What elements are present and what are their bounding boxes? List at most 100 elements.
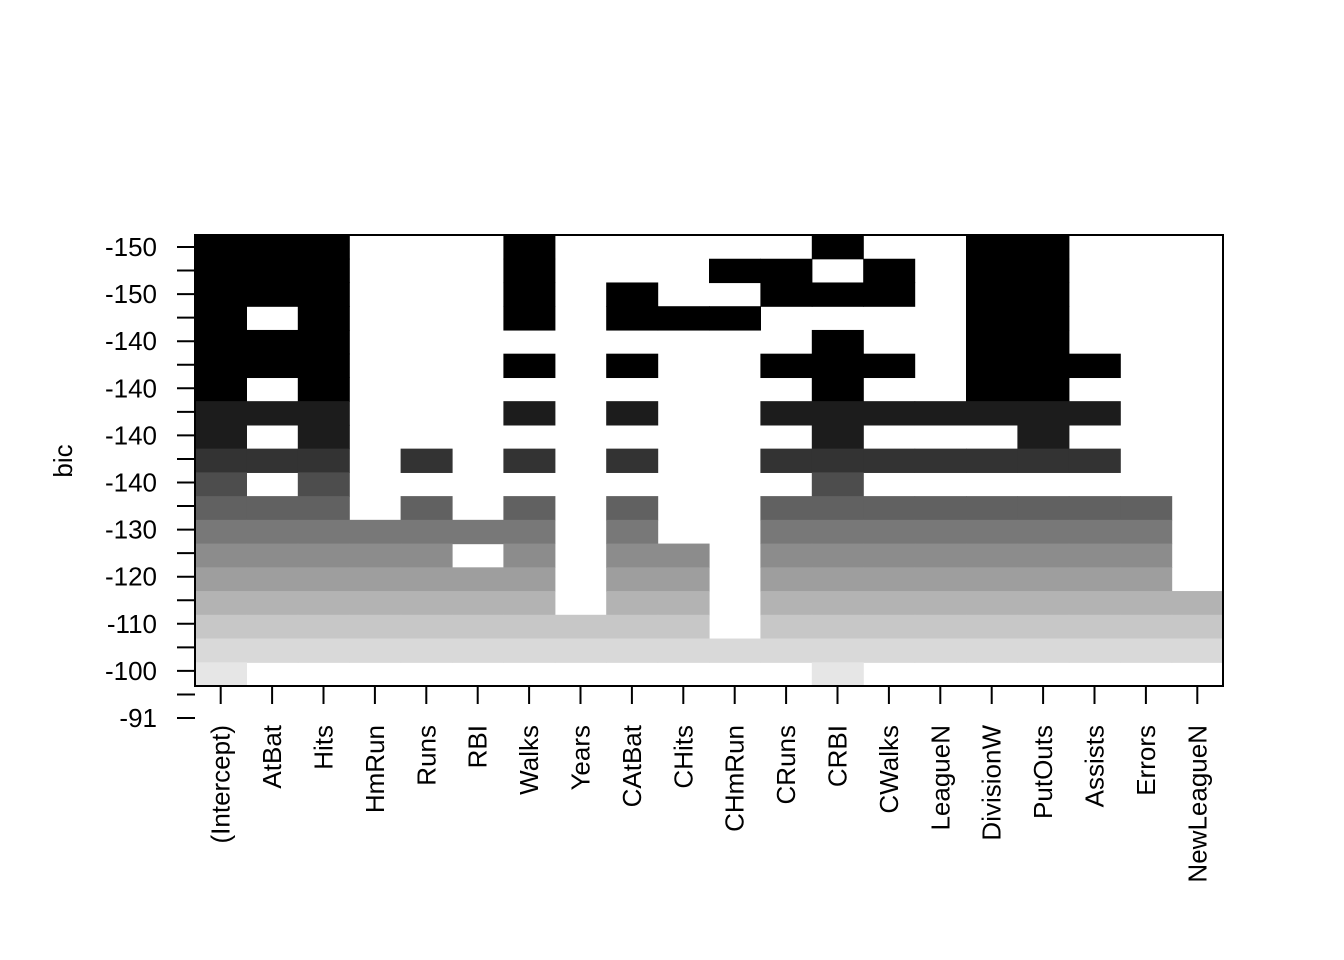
heatmap-cell	[966, 235, 1018, 260]
x-tick-label: Errors	[1131, 725, 1161, 796]
heatmap-cell	[709, 638, 761, 663]
y-tick-label: -120	[105, 562, 157, 592]
heatmap-cell	[966, 614, 1018, 640]
heatmap-cell	[811, 519, 864, 545]
heatmap-cell	[811, 424, 864, 450]
heatmap-cell	[966, 496, 1018, 521]
heatmap-cell	[349, 519, 402, 545]
x-tick-label: DivisionW	[977, 725, 1007, 841]
heatmap-cell	[863, 543, 916, 568]
heatmap-cell	[297, 496, 350, 521]
x-tick-label: Walks	[514, 725, 544, 795]
heatmap-cell	[297, 329, 350, 355]
heatmap-cell	[863, 353, 916, 379]
heatmap-cell	[606, 448, 659, 473]
heatmap-cell	[349, 591, 402, 616]
heatmap-cell	[1017, 448, 1070, 473]
heatmap-cell	[452, 567, 504, 592]
heatmap-cell	[349, 614, 402, 640]
heatmap-cell	[1017, 591, 1070, 616]
heatmap-cell	[606, 496, 659, 521]
heatmap-cell	[297, 519, 350, 545]
heatmap-cell	[452, 638, 504, 663]
heatmap-cell	[1017, 235, 1070, 260]
heatmap-cell	[863, 401, 916, 426]
heatmap-cell	[914, 638, 967, 663]
heatmap-cell	[1171, 591, 1224, 616]
heatmap-cell	[1068, 496, 1121, 521]
heatmap-cell	[195, 543, 247, 568]
heatmap-cell	[760, 567, 813, 592]
heatmap-cell	[606, 401, 659, 426]
heatmap-cell	[606, 543, 659, 568]
heatmap-cell	[709, 258, 761, 284]
heatmap-cell	[811, 282, 864, 307]
heatmap-cell	[195, 591, 247, 616]
heatmap-cell	[606, 306, 659, 331]
heatmap-cell	[811, 614, 864, 640]
y-tick-label: -140	[105, 420, 157, 450]
heatmap-cell	[349, 567, 402, 592]
heatmap-cell	[966, 401, 1018, 426]
x-axis: (Intercept) AtBat Hits HmRun Runs RBI Walks Yea…	[206, 686, 1212, 883]
heatmap-cell	[811, 401, 864, 426]
heatmap-cell	[914, 614, 967, 640]
heatmap-cell	[1068, 448, 1121, 473]
heatmap-cell	[503, 567, 556, 592]
heatmap-cell	[503, 401, 556, 426]
y-tick-label: -91	[119, 703, 157, 733]
heatmap-cell	[195, 424, 247, 450]
heatmap-cell	[966, 377, 1018, 402]
heatmap-cell	[246, 591, 299, 616]
heatmap-cell	[760, 282, 813, 307]
heatmap-cell	[246, 329, 299, 355]
y-tick-label: -130	[105, 515, 157, 545]
x-tick-label: HmRun	[360, 725, 390, 813]
heatmap-cell	[760, 614, 813, 640]
heatmap-cell	[863, 591, 916, 616]
heatmap-cell	[400, 448, 453, 473]
heatmap-cell	[760, 353, 813, 379]
heatmap-cell	[863, 614, 916, 640]
heatmap-cell	[452, 519, 504, 545]
heatmap-cell	[606, 567, 659, 592]
heatmap-cell	[195, 401, 247, 426]
x-tick-label: Years	[566, 725, 596, 791]
heatmap-cell	[966, 591, 1018, 616]
y-axis: -150 -150 -140 -140 -140 -140 -130 -120 -110 -100…	[105, 232, 195, 733]
heatmap-cell	[195, 353, 247, 379]
heatmap-cell	[1068, 614, 1121, 640]
heatmap-cell	[760, 496, 813, 521]
heatmap-cell	[1068, 543, 1121, 568]
heatmap-cell	[1120, 614, 1173, 640]
heatmap-cell	[863, 496, 916, 521]
y-tick-label: -140	[105, 326, 157, 356]
heatmap-cell	[195, 282, 247, 307]
heatmap-cell	[760, 519, 813, 545]
heatmap-cell	[195, 329, 247, 355]
heatmap-cell	[760, 543, 813, 568]
heatmap-cell	[503, 448, 556, 473]
x-tick-label: LeagueN	[925, 725, 955, 831]
heatmap-cell	[195, 614, 247, 640]
heatmap-cell	[195, 306, 247, 331]
heatmap-cell	[503, 614, 556, 640]
heatmap-cell	[863, 567, 916, 592]
heatmap-cell	[811, 496, 864, 521]
x-tick-label: (Intercept)	[206, 725, 236, 844]
heatmap-cell	[966, 638, 1018, 663]
heatmap-cell	[606, 638, 659, 663]
heatmap-cell	[914, 401, 967, 426]
heatmap-cell	[811, 377, 864, 402]
x-tick-label: Assists	[1080, 725, 1110, 807]
heatmap-cell	[606, 519, 659, 545]
heatmap-cell	[246, 235, 299, 260]
heatmap-cell	[195, 235, 247, 260]
heatmap-cell	[452, 591, 504, 616]
heatmap-cell	[1017, 519, 1070, 545]
heatmap-cell	[297, 258, 350, 284]
heatmap-cell	[657, 306, 710, 331]
heatmap-cell	[297, 567, 350, 592]
heatmap-cell	[503, 638, 556, 663]
